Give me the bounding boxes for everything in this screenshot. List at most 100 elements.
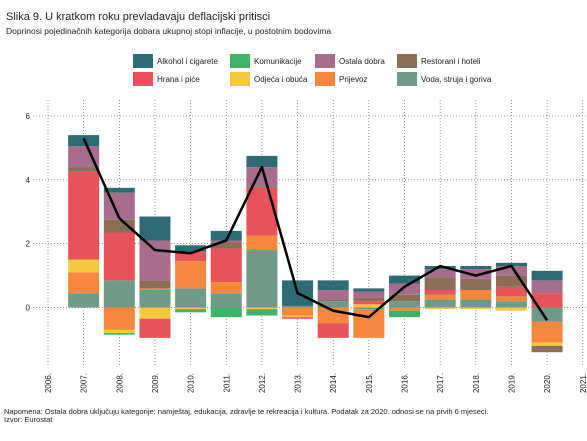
legend-label: Voda, struja i goriva bbox=[421, 75, 492, 84]
legend-swatch bbox=[230, 72, 250, 86]
bar-segment bbox=[424, 277, 456, 290]
bar-segment bbox=[68, 171, 100, 260]
bar-segment bbox=[460, 289, 492, 300]
bar-segment bbox=[389, 283, 420, 295]
bar-segment bbox=[210, 293, 242, 308]
x-tick-label: 2012. bbox=[258, 373, 267, 393]
legend-swatch bbox=[133, 72, 153, 86]
bar-segment bbox=[103, 280, 135, 308]
bar-segment bbox=[175, 245, 207, 252]
x-tick-label: 2019. bbox=[507, 373, 516, 393]
x-tick-label: 2017. bbox=[436, 373, 445, 393]
bar-segment bbox=[68, 167, 100, 172]
bar-segment bbox=[317, 299, 349, 302]
bar-segment bbox=[317, 289, 349, 300]
bar-segment bbox=[103, 219, 135, 233]
bar-segment bbox=[424, 266, 456, 270]
legend-label: Restorani i hoteli bbox=[421, 57, 481, 66]
x-tick-label: 2009. bbox=[151, 373, 160, 393]
legend-label: Alkohol i cigarete bbox=[157, 57, 218, 66]
x-tick-label: 2010. bbox=[187, 373, 196, 393]
bar-segment bbox=[353, 291, 385, 298]
bar-segment bbox=[389, 310, 420, 318]
bar-segment bbox=[495, 262, 527, 267]
x-tick-label: 2018. bbox=[472, 373, 481, 393]
bar-segment bbox=[175, 261, 207, 289]
bar-segment bbox=[389, 294, 420, 302]
bar-segment bbox=[353, 304, 385, 308]
bar-segment bbox=[103, 232, 135, 281]
bar-segment bbox=[103, 307, 135, 330]
bar-segment bbox=[460, 299, 492, 308]
bar-segment bbox=[139, 280, 171, 289]
bar-segment bbox=[210, 281, 242, 294]
source: Izvor: Eurostat bbox=[4, 415, 53, 424]
bar-segment bbox=[68, 293, 100, 308]
legend-swatch bbox=[397, 54, 417, 68]
x-tick-label: 2007. bbox=[80, 373, 89, 393]
bar-segment bbox=[68, 272, 100, 294]
bar-segment bbox=[460, 307, 492, 310]
bar-segment bbox=[246, 250, 278, 308]
bar-segment bbox=[531, 293, 563, 308]
bar-segment bbox=[246, 155, 278, 168]
bar-segment bbox=[68, 259, 100, 273]
bar-segment bbox=[495, 266, 527, 276]
bar-segment bbox=[389, 307, 420, 311]
legend-swatch bbox=[230, 54, 250, 68]
bar-segment bbox=[460, 269, 492, 279]
bar-segment bbox=[317, 301, 349, 308]
legend-swatch bbox=[315, 72, 335, 86]
bar-segment bbox=[353, 309, 385, 338]
bar-segment bbox=[424, 307, 456, 310]
bar-segment bbox=[139, 307, 171, 319]
bar-segment bbox=[246, 235, 278, 251]
bar-segment bbox=[246, 186, 278, 188]
bar-segment bbox=[531, 307, 563, 322]
bar-segment bbox=[210, 242, 242, 249]
bar-segment bbox=[246, 187, 278, 236]
bar-segment bbox=[495, 301, 527, 308]
y-tick-label: 4 bbox=[26, 176, 31, 185]
x-tick-label: 2011. bbox=[222, 373, 231, 392]
bar-segment bbox=[495, 307, 527, 311]
legend-label: Ostala dobra bbox=[339, 57, 385, 66]
legend-label: Prijevoz bbox=[339, 75, 367, 84]
x-tick-label: 2013. bbox=[294, 373, 303, 393]
bar-segment bbox=[103, 187, 135, 193]
y-tick-label: 2 bbox=[26, 240, 31, 249]
bar-segment bbox=[424, 269, 456, 278]
legend-swatch bbox=[133, 54, 153, 68]
legend-label: Komunikacije bbox=[254, 57, 302, 66]
bar-segment bbox=[353, 301, 385, 305]
bar-segment bbox=[139, 289, 171, 308]
bar-segment bbox=[103, 333, 135, 335]
bar-segment bbox=[495, 296, 527, 302]
x-tick-label: 2014. bbox=[329, 373, 338, 393]
bar-segment bbox=[317, 280, 349, 290]
bar-segment bbox=[460, 266, 492, 270]
bar-segment bbox=[495, 275, 527, 287]
bar-segment bbox=[495, 286, 527, 297]
bar-segment bbox=[531, 342, 563, 346]
bar-segment bbox=[389, 301, 420, 308]
bar-segment bbox=[531, 270, 563, 281]
x-tick-label: 2015. bbox=[365, 373, 374, 393]
bar-segment bbox=[139, 240, 171, 281]
note-box: Napomena: Ostala dobra uključuju kategor… bbox=[4, 408, 488, 424]
bar-segment bbox=[175, 309, 207, 313]
legend-swatch bbox=[315, 54, 335, 68]
bar-segment bbox=[282, 307, 314, 316]
bar-segment bbox=[139, 216, 171, 241]
legend-label: Odjeća i obuća bbox=[254, 75, 308, 84]
bar-segment bbox=[424, 289, 456, 295]
bar-segment bbox=[531, 345, 563, 353]
bar-segment bbox=[282, 317, 314, 319]
bar-segment bbox=[210, 248, 242, 282]
bar-segment bbox=[246, 307, 278, 310]
bar-segment bbox=[139, 318, 171, 338]
bar-segment bbox=[175, 288, 207, 308]
x-tick-label: 2006. bbox=[44, 373, 53, 393]
chart-subtitle: Doprinosi pojedinačnih kategorija dobara… bbox=[6, 26, 331, 36]
